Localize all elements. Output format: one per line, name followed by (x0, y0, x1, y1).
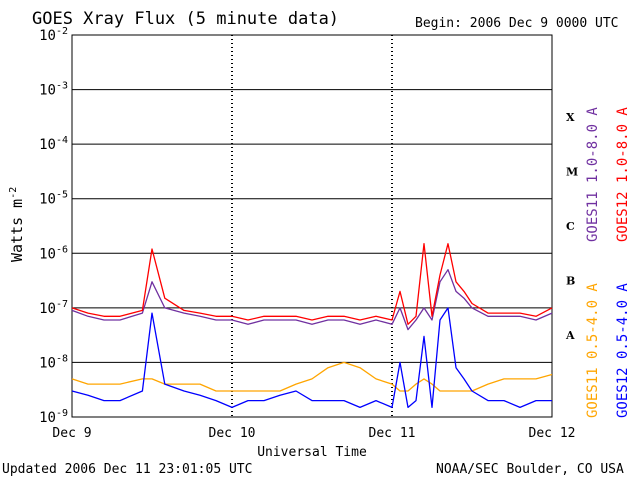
series-line-0 (71, 269, 553, 331)
legend-entry-0: GOES11 1.0-8.0 A (585, 107, 601, 242)
x-tick-label-1: Dec 10 (209, 426, 256, 441)
plot-frame (71, 34, 553, 418)
x-tick-label-3: Dec 12 (529, 426, 576, 441)
flare-class-b: B (566, 275, 575, 288)
flare-class-a: A (565, 329, 575, 342)
y-tick-label-6: 10-8 (39, 353, 68, 371)
legend-entry-1: GOES12 1.0-8.0 A (615, 107, 631, 242)
series-layer (71, 243, 553, 409)
begin-label: Begin: 2006 Dec 9 0000 UTC (415, 16, 619, 31)
y-tick-label-4: 10-6 (39, 244, 68, 262)
y-axis-label: Watts m-2 (8, 187, 26, 262)
y-tick-label-3: 10-5 (39, 190, 68, 208)
legend-entry-3: GOES12 0.5-4.0 A (615, 283, 631, 418)
y-tick-label-1: 10-3 (39, 81, 68, 99)
legend: GOES11 1.0-8.0 A GOES12 1.0-8.0 A GOES11 0… (585, 107, 631, 418)
series-line-1 (71, 243, 553, 325)
flare-class-x: X (566, 111, 575, 124)
y-tick-label-7: 10-9 (39, 408, 68, 426)
chart-title: GOES Xray Flux (5 minute data) (32, 9, 339, 29)
horizontal-gridlines (72, 34, 552, 418)
x-tick-labels: Dec 9 Dec 10 Dec 11 Dec 12 (52, 426, 575, 441)
legend-entry-2: GOES11 0.5-4.0 A (585, 283, 601, 418)
flare-class-m: M (566, 165, 578, 178)
y-tick-labels: 10-2 10-3 10-4 10-5 10-6 10-7 10-8 10-9 (39, 26, 68, 426)
y-tick-label-5: 10-7 (39, 299, 68, 317)
x-tick-label-0: Dec 9 (52, 426, 91, 441)
plot-area: 10-210-310-410-510-610-710-810-9 Dec 9 De… (39, 26, 578, 441)
series-line-3 (71, 307, 552, 409)
updated-label: Updated 2006 Dec 11 23:01:05 UTC (2, 462, 252, 477)
x-axis-label: Universal Time (257, 445, 367, 460)
y-tick-label-2: 10-4 (39, 135, 68, 153)
source-label: NOAA/SEC Boulder, CO USA (436, 462, 624, 477)
x-tick-label-2: Dec 11 (369, 426, 416, 441)
flare-class-c: C (566, 220, 575, 233)
y-tick-label-0: 10-2 (39, 26, 68, 44)
flare-class-labels: X M C B A (565, 111, 578, 342)
series-line-2 (71, 361, 553, 392)
